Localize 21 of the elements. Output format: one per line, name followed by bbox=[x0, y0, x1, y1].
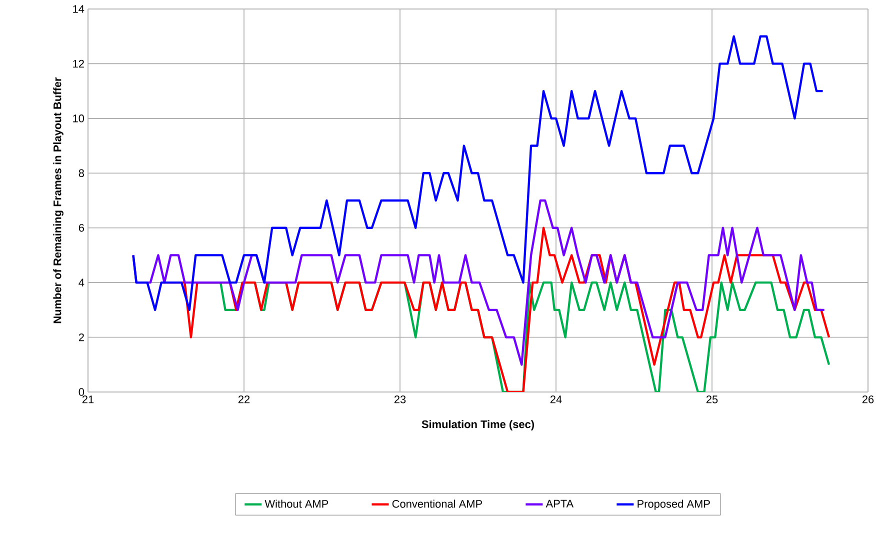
x-axis-title: Simulation Time (sec) bbox=[422, 420, 534, 430]
x-tick-label: 24 bbox=[550, 396, 562, 404]
line-series bbox=[132, 35, 824, 312]
y-tick-label: 8 bbox=[78, 169, 84, 178]
y-axis-title: Number of Remaining Frames in Playout Buffer bbox=[53, 77, 64, 324]
legend-label: Without AMP bbox=[264, 500, 328, 508]
x-tick-label: 21 bbox=[82, 396, 94, 404]
y-tick-label: 0 bbox=[78, 388, 84, 396]
legend-label: Conventional AMP bbox=[392, 500, 482, 508]
y-tick-label: 2 bbox=[78, 333, 84, 342]
legend-label: APTA bbox=[546, 500, 574, 508]
y-tick-label: 4 bbox=[78, 278, 84, 286]
x-tick-label: 23 bbox=[394, 396, 406, 404]
y-tick-label: 14 bbox=[73, 5, 84, 13]
y-tick-label: 6 bbox=[78, 224, 84, 232]
y-tick-label: 12 bbox=[73, 60, 84, 68]
x-tick-label: 22 bbox=[238, 396, 250, 404]
y-tick-label: 10 bbox=[73, 114, 84, 122]
x-tick-label: 26 bbox=[862, 396, 874, 404]
legend-label: Proposed AMP bbox=[638, 500, 710, 510]
x-tick-label: 25 bbox=[706, 396, 718, 404]
